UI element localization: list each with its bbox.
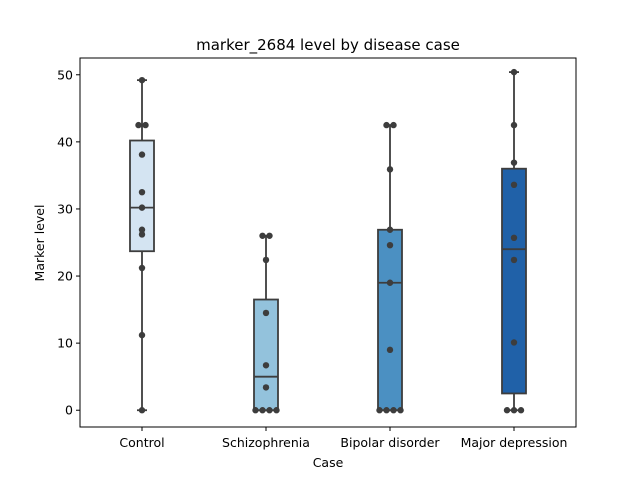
data-point bbox=[510, 181, 518, 189]
data-point bbox=[266, 232, 273, 239]
plot-frame bbox=[79, 57, 577, 428]
data-point bbox=[138, 231, 146, 238]
y-tick-label: 20 bbox=[57, 269, 73, 284]
data-point bbox=[510, 407, 518, 414]
data-point bbox=[510, 234, 518, 242]
data-point bbox=[138, 204, 146, 211]
y-axis-label: Marker level bbox=[32, 205, 47, 282]
data-point bbox=[259, 407, 266, 414]
data-point bbox=[386, 166, 394, 173]
x-tick-label: Bipolar disorder bbox=[340, 435, 440, 450]
box-bipolar-disorder bbox=[377, 228, 403, 412]
x-axis-label: Case bbox=[313, 455, 344, 470]
data-point bbox=[390, 407, 397, 414]
plot-area: 0 10 20 30 40 50 Control Schizophrenia Bipolar d… bbox=[57, 57, 577, 450]
y-tick-label: 50 bbox=[57, 67, 73, 82]
x-tick-label: Control bbox=[119, 435, 164, 450]
data-point bbox=[383, 121, 390, 129]
y-tick-label: 30 bbox=[57, 201, 73, 216]
y-tick-label: 10 bbox=[57, 336, 73, 351]
box-major-depression bbox=[501, 167, 527, 395]
x-tick-label: Major depression bbox=[461, 435, 568, 450]
data-point bbox=[386, 279, 394, 286]
data-point bbox=[138, 188, 146, 196]
data-point bbox=[503, 407, 511, 414]
data-point bbox=[383, 407, 390, 414]
data-point bbox=[510, 121, 518, 129]
data-point bbox=[510, 256, 518, 264]
data-point bbox=[386, 226, 394, 233]
data-point bbox=[259, 232, 266, 239]
data-point bbox=[138, 407, 146, 414]
data-point bbox=[510, 339, 518, 346]
data-point bbox=[252, 407, 259, 414]
data-point bbox=[262, 384, 270, 391]
data-point bbox=[262, 256, 270, 264]
data-point bbox=[266, 407, 273, 414]
data-point bbox=[138, 264, 146, 272]
data-point bbox=[138, 76, 146, 84]
y-tick-label: 0 bbox=[65, 403, 73, 418]
data-point bbox=[376, 407, 383, 414]
data-point bbox=[397, 407, 404, 414]
chart-title: marker_2684 level by disease case bbox=[196, 36, 460, 55]
box-schizophrenia bbox=[253, 298, 279, 412]
data-point bbox=[135, 121, 142, 129]
data-point bbox=[510, 159, 518, 166]
data-point bbox=[510, 68, 518, 76]
data-point bbox=[138, 226, 146, 233]
data-point bbox=[273, 407, 280, 414]
x-tick-label: Schizophrenia bbox=[222, 435, 310, 450]
data-point bbox=[517, 407, 525, 414]
data-point bbox=[262, 309, 270, 317]
data-point bbox=[262, 362, 270, 369]
data-point bbox=[386, 346, 394, 354]
data-point bbox=[138, 331, 146, 339]
data-point bbox=[138, 151, 146, 158]
data-point bbox=[142, 121, 149, 129]
data-point bbox=[390, 121, 397, 129]
data-point bbox=[386, 241, 394, 249]
y-tick-label: 40 bbox=[57, 134, 73, 149]
